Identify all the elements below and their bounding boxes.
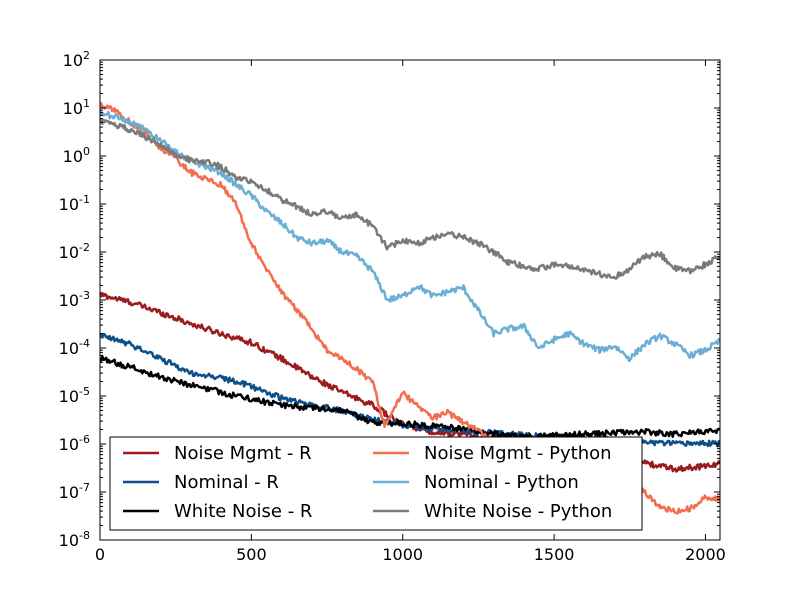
series-line-white-noise-r (100, 355, 720, 441)
x-tick-label: 0 (95, 545, 105, 564)
x-tick-label: 1000 (382, 545, 423, 564)
legend-label: Noise Mgmt - Python (424, 443, 612, 464)
legend-label: White Noise - R (174, 501, 312, 522)
legend-label: Noise Mgmt - R (174, 443, 312, 464)
y-tick-label: 10-4 (59, 337, 90, 358)
y-tick-label: 10-6 (59, 433, 90, 454)
ticks-layer: 0 500 1000 1500 2000 10-8 10-7 10-6 10-5 10-4 10-3… (59, 49, 726, 564)
series-line-white-noise-python (100, 118, 720, 280)
legend-label: Nominal - R (174, 472, 279, 493)
legend-label: White Noise - Python (424, 501, 612, 522)
y-tick-label: 10-1 (59, 193, 90, 214)
y-tick-label: 10-5 (59, 385, 90, 406)
y-tick-label: 102 (63, 49, 90, 70)
series-line-nominal-python (100, 109, 720, 363)
y-tick-label: 10-8 (59, 529, 90, 550)
y-tick-label: 10-3 (59, 289, 90, 310)
series-layer (100, 101, 720, 515)
y-tick-label: 10-2 (59, 241, 90, 262)
y-tick-label: 10-7 (59, 481, 90, 502)
x-tick-label: 500 (236, 545, 267, 564)
legend-label: Nominal - Python (424, 472, 579, 493)
legend: Noise Mgmt - R Nominal - R White Noise - R… (109, 436, 643, 531)
y-tick-label: 101 (63, 97, 90, 118)
y-tick-label: 100 (63, 145, 90, 166)
x-tick-label: 1500 (534, 545, 575, 564)
x-tick-label: 2000 (685, 545, 726, 564)
